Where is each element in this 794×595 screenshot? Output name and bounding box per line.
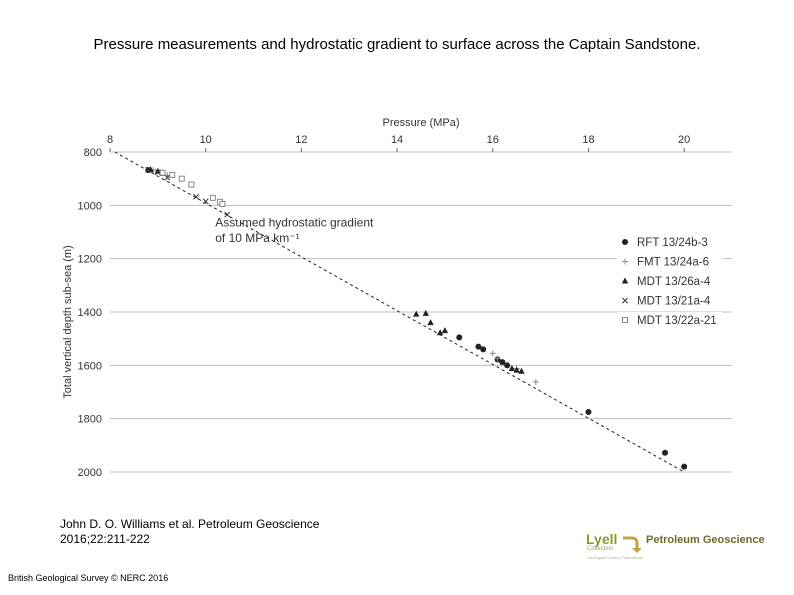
data-point-triangle bbox=[513, 366, 520, 373]
x-tick-label: 20 bbox=[678, 134, 690, 146]
data-point-triangle bbox=[518, 367, 525, 374]
data-point-triangle bbox=[508, 365, 516, 372]
legend-label: MDT 13/21a-4 bbox=[637, 296, 711, 308]
legend-label: MDT 13/26a-4 bbox=[637, 276, 711, 288]
y-axis-label: Total vertical depth sub-sea (m) bbox=[62, 245, 74, 398]
x-tick-label: 8 bbox=[107, 134, 113, 146]
legend-label: FMT 13/24a-6 bbox=[637, 257, 709, 269]
data-point-square bbox=[169, 171, 176, 178]
logo-arrow-icon bbox=[623, 536, 642, 553]
x-tick-label: 12 bbox=[295, 134, 307, 146]
data-point-triangle bbox=[422, 309, 429, 316]
lyell-petroleum-geoscience-logo: Lyell Collection Geological Society Publ… bbox=[586, 530, 765, 564]
logo-lyell-text: Lyell bbox=[586, 531, 618, 547]
y-tick-label: 1000 bbox=[78, 200, 102, 212]
citation-authors: John D. O. Williams et al. Petroleum Geo… bbox=[60, 517, 320, 531]
data-point-plus bbox=[532, 378, 539, 385]
data-point-cross bbox=[193, 193, 200, 200]
legend-bg bbox=[617, 312, 722, 328]
logo-journal-text: Petroleum Geoscience bbox=[646, 534, 765, 546]
legend-bg bbox=[617, 273, 722, 289]
slide-title: Pressure measurements and hydrostatic gr… bbox=[93, 36, 701, 53]
legend-marker-plus bbox=[622, 258, 628, 265]
data-point-square bbox=[178, 175, 185, 182]
y-tick-label: 1200 bbox=[78, 254, 102, 266]
data-point-cross bbox=[154, 169, 161, 176]
data-point-square bbox=[219, 201, 226, 207]
legend-marker-circle bbox=[622, 239, 628, 245]
x-tick-label: 14 bbox=[391, 134, 403, 146]
x-tick-label: 18 bbox=[582, 134, 594, 146]
x-tick-label: 16 bbox=[487, 134, 499, 146]
data-point-square bbox=[188, 181, 195, 188]
y-tick-label: 1600 bbox=[78, 360, 102, 372]
x-tick-label: 10 bbox=[200, 134, 212, 146]
data-point-plus bbox=[489, 350, 496, 357]
legend-bg bbox=[617, 253, 722, 270]
citation: John D. O. Williams et al. Petroleum Geo… bbox=[60, 517, 319, 547]
legend-marker-square bbox=[622, 317, 628, 323]
data-point-triangle bbox=[154, 167, 162, 174]
annotation-line-1: Assumed hydrostatic gradient bbox=[215, 216, 374, 230]
legend-marker-cross bbox=[622, 297, 628, 304]
logo-collection-text: Collection bbox=[587, 546, 614, 552]
data-point-square bbox=[159, 169, 166, 176]
y-tick-label: 1400 bbox=[78, 307, 102, 319]
data-point-circle bbox=[499, 359, 506, 366]
data-point-cross bbox=[164, 174, 171, 181]
x-axis-label: Pressure (MPa) bbox=[382, 117, 459, 129]
data-point-plus bbox=[494, 355, 501, 362]
data-point-circle bbox=[480, 346, 487, 353]
data-point-circle bbox=[504, 362, 511, 369]
data-point-circle bbox=[456, 334, 463, 341]
legend-label: RFT 13/24b-3 bbox=[637, 237, 708, 249]
y-tick-label: 2000 bbox=[78, 467, 102, 479]
data-point-triangle bbox=[441, 327, 449, 334]
citation-reference: 2016;22:211-222 bbox=[60, 532, 150, 546]
annotation-line-2: of 10 MPa km⁻¹ bbox=[215, 231, 299, 245]
legend-marker-triangle bbox=[621, 277, 629, 284]
legend-label: MDT 13/22a-21 bbox=[637, 315, 717, 327]
data-point-circle bbox=[585, 409, 592, 415]
data-point-cross bbox=[202, 198, 209, 205]
data-point-circle bbox=[662, 449, 669, 456]
data-point-triangle bbox=[436, 329, 444, 336]
data-point-circle bbox=[681, 463, 688, 470]
hydrostatic-gradient-line bbox=[114, 151, 685, 473]
y-tick-label: 800 bbox=[84, 147, 102, 159]
data-point-cross bbox=[224, 211, 231, 218]
data-point-triangle bbox=[427, 319, 434, 326]
legend-bg bbox=[617, 292, 722, 309]
legend-bg bbox=[617, 234, 722, 250]
data-point-square bbox=[209, 194, 216, 201]
data-point-cross bbox=[145, 166, 152, 173]
y-tick-label: 1800 bbox=[78, 414, 102, 426]
data-point-triangle bbox=[413, 310, 420, 317]
data-point-circle bbox=[475, 343, 482, 350]
copyright-credit: British Geological Survey © NERC 2016 bbox=[8, 573, 169, 583]
logo-tagline-text: Geological Society Publications bbox=[587, 555, 643, 560]
